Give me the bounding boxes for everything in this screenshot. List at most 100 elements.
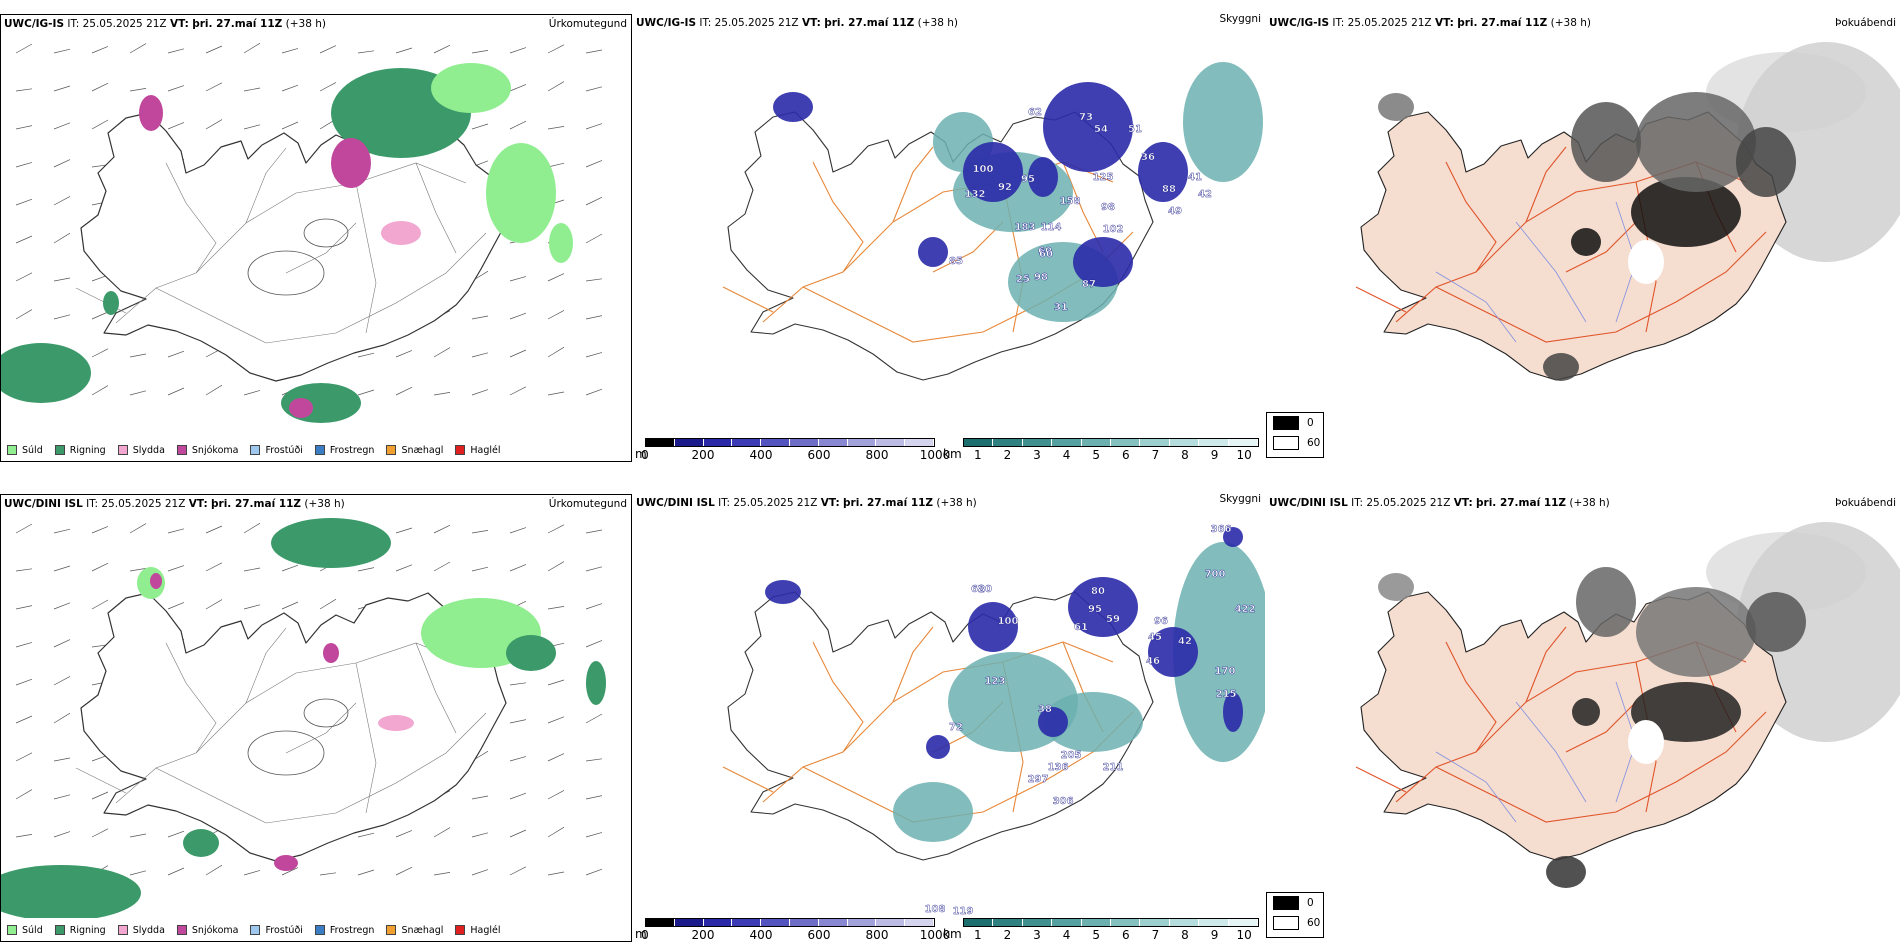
cloud-base-value: 366 [1211,524,1232,535]
legend-label: Snæhagl [401,444,444,456]
colorbar-bin [1169,439,1200,446]
wind-barb [547,561,565,572]
wind-barb [471,389,489,396]
colorbar-tick: 1 [973,448,982,462]
cloud-base-value: 41 [1188,172,1202,183]
wind-barb [395,47,413,54]
wind-barb [547,391,565,396]
colorbar-tick: 1000 [919,448,951,462]
wind-barb [509,756,527,762]
wind-barb [281,867,299,876]
wind-barb [129,870,147,876]
colorbar-tick: 8 [1181,928,1189,942]
fog-index-area [1572,698,1600,726]
field-name: Úrkomutegund [548,498,627,510]
wind-barb [319,45,337,54]
wind-barb [585,233,603,244]
wind-barb [585,49,603,54]
wind-barb [547,273,565,282]
wind-barb [547,346,565,358]
wind-barb [357,832,375,838]
wind-barb [91,119,109,130]
road-line [245,627,287,704]
fog-legend-label: 60 [1307,437,1321,449]
wind-barb [585,832,603,838]
road-line [285,222,357,274]
colorbar-bin [993,439,1023,446]
model-name: UWC/IG-IS [636,17,697,29]
wind-barb [509,386,527,396]
cloud-map: 73 62 54 51 36 41 42 49 88 125 158 98 114 183 102 60 95 9… [722,62,1263,381]
cloud-base-area [1138,142,1188,202]
colorbar-bin [818,919,848,926]
legend-swatch [250,445,261,455]
wind-barb [167,565,185,572]
wind-barb [53,794,71,800]
wind-barb [585,196,603,206]
wind-barb [15,125,33,130]
wind-barb [547,716,565,724]
model-name: UWC/DINI ISL [636,497,715,509]
fog-legend-swatch [1273,436,1299,450]
wind-barb [433,524,451,534]
precip-legend: Súld Rigning Slydda Snjókoma Frostúði Frostre… [7,919,513,941]
low-visibility-area [893,782,973,842]
colorbar-strip [963,438,1259,447]
road-line [932,221,1004,273]
field-name: Þokuábendi [1835,17,1896,29]
colorbar-tick: 400 [749,448,773,462]
wind-barb [433,561,451,572]
road-line [1445,641,1497,753]
cloud-base-value: 96 [1154,616,1168,627]
wind-barb [281,601,299,610]
visibility-colorbar: km 1 2 3 4 5 6 7 8 9 10 [941,918,1263,942]
colorbar-tick: 6 [1121,928,1130,942]
wind-barb [243,870,261,876]
precip-drizzle [431,63,511,113]
wind-barb [509,682,527,686]
colorbar-bin [703,919,733,926]
wind-barb [15,272,33,282]
wind-barb [547,826,565,838]
road-line [415,642,457,734]
wind-barb [243,87,261,92]
colorbar-bin [761,439,790,446]
valid-time: þri. 27.maí 11Z [211,498,302,510]
cloud-base-value: 85 [949,256,963,267]
fog-legend-item: 60 [1267,433,1323,453]
cloud-base-value: 60 [1039,249,1053,260]
cloud-base-area [926,735,950,759]
cloud-base-value: 80 [1091,586,1105,597]
legend-item: Súld [7,925,43,936]
glacier-outline [247,250,325,296]
low-visibility-area [1043,692,1143,752]
precip-panel-top: UWC/IG-IS IT: 25.05.2025 21Z VT: þri. 27… [0,14,632,462]
cloud-base-value: 136 [1048,762,1069,773]
road-line [1355,766,1407,793]
wind-barb [129,523,147,534]
legend-item: Haglél [455,445,501,456]
model-name: UWC/IG-IS [1269,17,1330,29]
panel-title: UWC/IG-IS IT: 25.05.2025 21Z VT: þri. 27… [633,14,1265,32]
lead-time: (+38 h) [1550,17,1591,29]
wind-barb [243,42,261,54]
cloud-panel-top: UWC/IG-IS IT: 25.05.2025 21Z VT: þri. 27… [633,14,1265,462]
cloud-base-value: 95 [1088,604,1102,615]
wind-barb [509,120,527,130]
wind-barb [53,676,71,686]
wind-barb [547,753,565,762]
colorbar-strip [645,438,935,447]
legend-swatch [117,925,128,935]
colorbar-tick: 1 [973,928,982,942]
river-line [1435,751,1517,823]
vt-label: VT: [188,498,208,510]
wind-barb [91,562,109,572]
legend-item: Rigning [54,445,106,456]
fog-index-area [1546,856,1586,888]
precip-snow [289,398,313,418]
wind-barb [585,795,603,800]
height-colorbar: m 0 200 400 600 800 1000 [633,918,950,942]
wind-barb [509,349,527,358]
colorbar-tick: 4 [1062,448,1071,462]
model-name: UWC/DINI ISL [4,498,83,510]
